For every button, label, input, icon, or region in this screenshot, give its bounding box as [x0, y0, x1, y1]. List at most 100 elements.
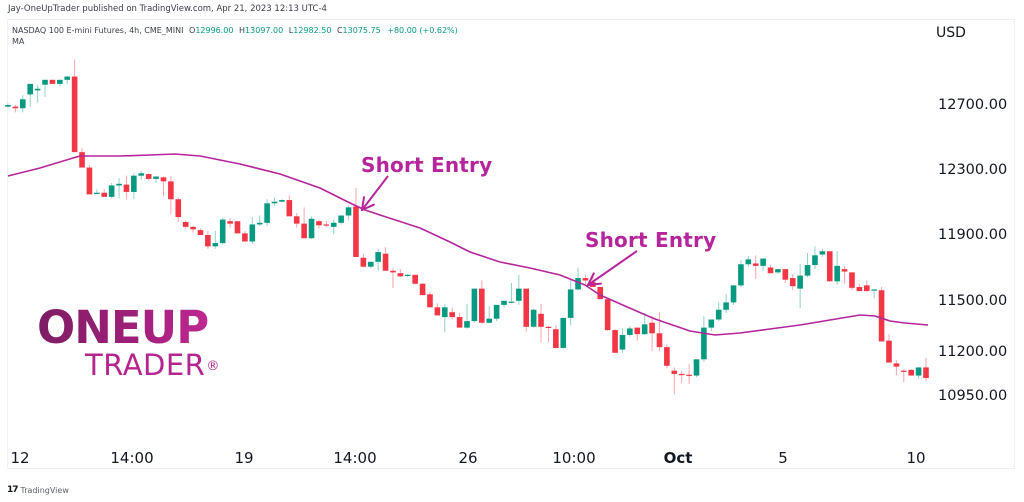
candle[interactable]	[138, 170, 145, 180]
candle[interactable]	[271, 197, 278, 206]
candle[interactable]	[12, 105, 19, 113]
candle[interactable]	[256, 215, 263, 227]
candle[interactable]	[738, 260, 744, 287]
candle[interactable]	[5, 103, 11, 108]
candle[interactable]	[664, 344, 670, 369]
candle[interactable]	[286, 195, 293, 217]
candle[interactable]	[190, 226, 196, 233]
candle[interactable]	[745, 256, 752, 267]
candle[interactable]	[619, 328, 626, 353]
candle[interactable]	[775, 269, 781, 274]
candle[interactable]	[686, 364, 692, 384]
candle[interactable]	[678, 370, 685, 383]
candle[interactable]	[723, 294, 729, 313]
candle[interactable]	[582, 274, 589, 284]
candle[interactable]	[797, 264, 803, 309]
candle[interactable]	[508, 282, 515, 304]
candle[interactable]	[523, 288, 530, 332]
candle[interactable]	[382, 247, 389, 271]
candle[interactable]	[249, 217, 256, 244]
candle[interactable]	[900, 369, 907, 383]
candle[interactable]	[641, 313, 648, 335]
candle[interactable]	[841, 265, 848, 284]
candle[interactable]	[760, 258, 766, 271]
candle[interactable]	[27, 83, 34, 107]
candle[interactable]	[57, 79, 63, 87]
candle[interactable]	[804, 252, 811, 278]
candle[interactable]	[886, 334, 892, 363]
candle[interactable]	[604, 299, 611, 331]
candle[interactable]	[168, 176, 174, 214]
candle[interactable]	[575, 267, 581, 291]
candle[interactable]	[427, 291, 433, 308]
arrow-icon[interactable]	[587, 250, 638, 286]
candle[interactable]	[160, 176, 167, 197]
candle[interactable]	[219, 217, 226, 245]
candle[interactable]	[145, 173, 152, 181]
candle[interactable]	[863, 280, 870, 292]
candle[interactable]	[227, 217, 233, 228]
candle[interactable]	[64, 75, 71, 84]
candle[interactable]	[412, 274, 418, 285]
candle[interactable]	[856, 283, 863, 292]
candle[interactable]	[560, 317, 567, 349]
candle[interactable]	[86, 165, 93, 195]
candle[interactable]	[375, 248, 381, 271]
candle[interactable]	[308, 216, 315, 240]
candle[interactable]	[242, 230, 248, 242]
candle[interactable]	[538, 304, 544, 343]
candle[interactable]	[516, 274, 522, 305]
candle[interactable]	[634, 327, 641, 341]
candle[interactable]	[153, 176, 159, 184]
candle[interactable]	[908, 369, 914, 376]
candle[interactable]	[330, 219, 337, 235]
candle[interactable]	[819, 248, 826, 257]
candle[interactable]	[878, 287, 885, 342]
candle[interactable]	[627, 326, 633, 337]
candle[interactable]	[131, 173, 137, 200]
candle[interactable]	[656, 312, 663, 352]
candle[interactable]	[730, 285, 737, 305]
candle[interactable]	[212, 230, 219, 249]
indicator-legend-ma[interactable]: MA	[12, 37, 25, 46]
candle[interactable]	[545, 326, 552, 343]
candle[interactable]	[234, 221, 241, 234]
candle[interactable]	[789, 274, 796, 291]
candle[interactable]	[715, 302, 722, 322]
candle[interactable]	[345, 205, 352, 221]
candle[interactable]	[182, 220, 189, 229]
candle[interactable]	[197, 228, 204, 236]
candle[interactable]	[404, 274, 411, 278]
short-entry-label[interactable]: Short Entry	[361, 153, 493, 177]
candle[interactable]	[264, 199, 270, 227]
candle[interactable]	[205, 230, 211, 249]
candle[interactable]	[34, 84, 41, 103]
candle[interactable]	[108, 183, 115, 199]
candle[interactable]	[567, 278, 574, 326]
candle[interactable]	[293, 213, 300, 228]
candle[interactable]	[767, 265, 774, 274]
candle[interactable]	[323, 221, 330, 227]
candle[interactable]	[553, 325, 559, 349]
candle[interactable]	[834, 251, 840, 285]
candle[interactable]	[649, 316, 655, 352]
candle[interactable]	[493, 304, 500, 322]
candle[interactable]	[701, 316, 707, 362]
candle[interactable]	[486, 306, 493, 324]
candle[interactable]	[479, 280, 485, 324]
candle[interactable]	[71, 59, 78, 153]
candle[interactable]	[175, 197, 182, 222]
candle[interactable]	[752, 255, 759, 279]
candle[interactable]	[94, 189, 100, 195]
candle[interactable]	[782, 269, 789, 283]
candle[interactable]	[871, 289, 877, 299]
short-entry-label[interactable]: Short Entry	[585, 228, 717, 252]
candle[interactable]	[79, 148, 85, 168]
candle[interactable]	[849, 272, 855, 291]
candle[interactable]	[419, 282, 426, 296]
candle[interactable]	[812, 246, 818, 270]
candle[interactable]	[434, 303, 441, 316]
candle[interactable]	[612, 329, 618, 353]
candle[interactable]	[671, 367, 678, 395]
